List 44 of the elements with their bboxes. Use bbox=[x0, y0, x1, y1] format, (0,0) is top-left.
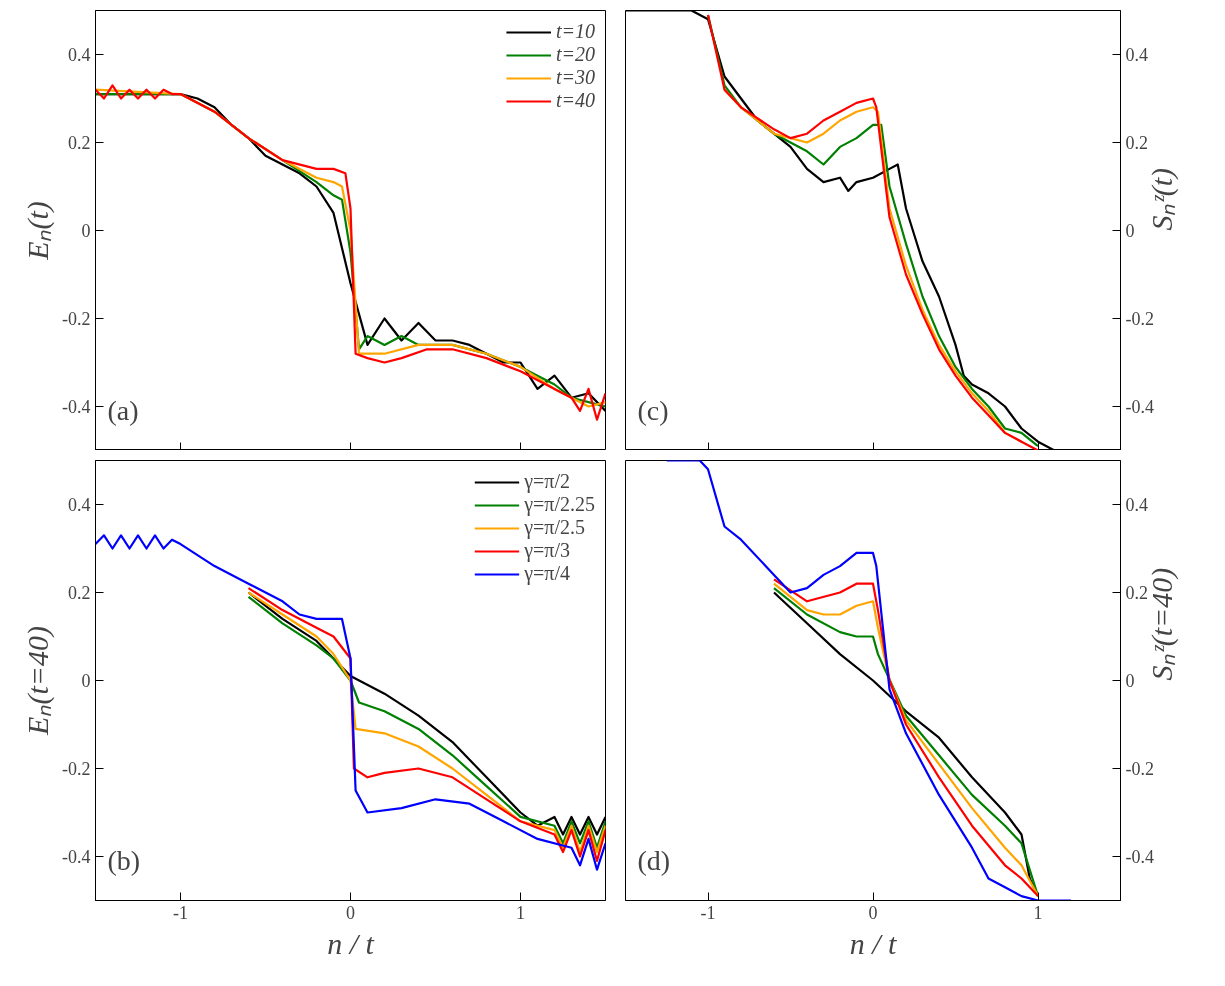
annotation: (a) bbox=[107, 394, 139, 426]
y-tick-label: 0.4 bbox=[1125, 45, 1148, 65]
y-tick-label: -0.2 bbox=[62, 309, 91, 329]
legend-label: γ=π/2 bbox=[524, 470, 570, 493]
legend-label: t=10 bbox=[555, 20, 595, 43]
y-axis-title: Sₙᶻ(t) bbox=[1145, 167, 1180, 231]
y-tick-label: 0.2 bbox=[1125, 133, 1148, 153]
y-tick-label: 0 bbox=[1125, 671, 1135, 691]
y-tick-label: 0.2 bbox=[1125, 583, 1148, 603]
annotation: (d) bbox=[637, 844, 671, 876]
y-tick-label: 0.2 bbox=[68, 133, 91, 153]
y-tick-label: -0.4 bbox=[1125, 847, 1154, 867]
x-tick-label: -1 bbox=[173, 902, 188, 923]
legend-label: γ=π/2.5 bbox=[524, 516, 585, 539]
y-tick-label: 0.4 bbox=[68, 45, 91, 65]
y-tick-label: -0.4 bbox=[62, 397, 91, 417]
legend-label: t=30 bbox=[555, 66, 595, 89]
x-tick-label: 1 bbox=[1033, 902, 1043, 923]
y-tick-label: 0.4 bbox=[68, 495, 91, 515]
x-axis-title: n / t bbox=[327, 926, 375, 960]
annotation: (b) bbox=[107, 844, 141, 876]
x-tick-label: -1 bbox=[700, 902, 716, 923]
legend-label: t=20 bbox=[555, 43, 595, 66]
y-tick-label: 0 bbox=[1125, 221, 1135, 241]
legend-label: γ=π/2.25 bbox=[524, 493, 595, 516]
x-tick-label: 0 bbox=[868, 902, 878, 923]
x-tick-label: 0 bbox=[346, 902, 355, 923]
y-tick-label: -0.2 bbox=[1125, 759, 1154, 779]
y-tick-label: -0.2 bbox=[1125, 309, 1154, 329]
annotation: (c) bbox=[637, 394, 669, 426]
y-tick-label: -0.4 bbox=[1125, 397, 1154, 417]
legend-label: γ=π/4 bbox=[524, 562, 570, 585]
x-axis-title: n / t bbox=[849, 926, 897, 960]
legend-label: γ=π/3 bbox=[524, 539, 570, 562]
y-tick-label: 0 bbox=[81, 671, 91, 691]
y-tick-label: 0 bbox=[81, 221, 91, 241]
y-tick-label: -0.4 bbox=[62, 847, 91, 867]
y-axis-title: Eₙ(t=40) bbox=[21, 626, 56, 736]
legend-label: t=40 bbox=[555, 89, 595, 112]
y-tick-label: 0.4 bbox=[1125, 495, 1148, 515]
y-tick-label: 0.2 bbox=[68, 583, 91, 603]
y-tick-label: -0.2 bbox=[62, 759, 91, 779]
y-axis-title: Eₙ(t) bbox=[21, 201, 56, 261]
x-tick-label: 1 bbox=[516, 902, 525, 923]
